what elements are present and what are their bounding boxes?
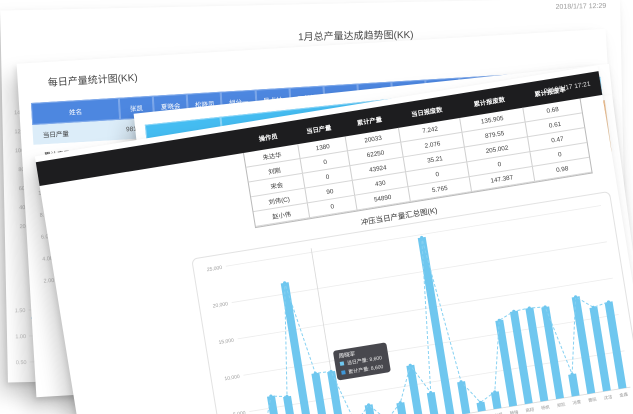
svg-text:金鑫: 金鑫 (619, 391, 629, 399)
svg-text:40: 40 (19, 205, 25, 211)
svg-text:100: 100 (15, 148, 24, 154)
svg-text:15,000: 15,000 (218, 338, 234, 346)
svg-text:20: 20 (20, 224, 26, 230)
svg-text:曹阳: 曹阳 (588, 396, 598, 404)
report-datetime: 2018/1/17 12:29 (555, 2, 607, 11)
svg-text:杨帆: 杨帆 (541, 403, 551, 411)
svg-text:冯雪: 冯雪 (572, 398, 582, 406)
svg-text:周晓军: 周晓军 (338, 349, 356, 360)
svg-text:0.50: 0.50 (16, 360, 27, 366)
svg-text:高翔: 高翔 (525, 406, 535, 414)
svg-text:60: 60 (19, 186, 25, 192)
svg-text:沈洁: 沈洁 (603, 393, 613, 401)
svg-text:80: 80 (18, 167, 24, 173)
press-output-chart[interactable]: 05,00010,00015,00020,00025,000王芳徐志明宋会英朱达… (191, 190, 633, 414)
svg-text:1.00: 1.00 (15, 334, 26, 340)
page-press-daily-report: 2018/1/17 17:21 操作员 当日产量 累计产量 当日报废数 累计报废数 累计报… (34, 65, 633, 414)
svg-text:赵强: 赵强 (494, 411, 504, 414)
svg-text:韩梅: 韩梅 (509, 408, 519, 414)
svg-text:120: 120 (14, 129, 23, 135)
svg-text:10,000: 10,000 (224, 374, 240, 382)
svg-text:25,000: 25,000 (206, 265, 222, 273)
svg-text:1.50: 1.50 (15, 308, 26, 314)
svg-text:郑凯: 郑凯 (556, 401, 566, 409)
daily-stats-title: 每日产量统计图(KK) (47, 72, 139, 89)
svg-text:5,000: 5,000 (233, 410, 247, 414)
svg-text:20,000: 20,000 (212, 301, 228, 309)
bar-line-chart-svg: 05,00010,00015,00020,00025,000王芳徐志明宋会英朱达… (206, 205, 631, 414)
